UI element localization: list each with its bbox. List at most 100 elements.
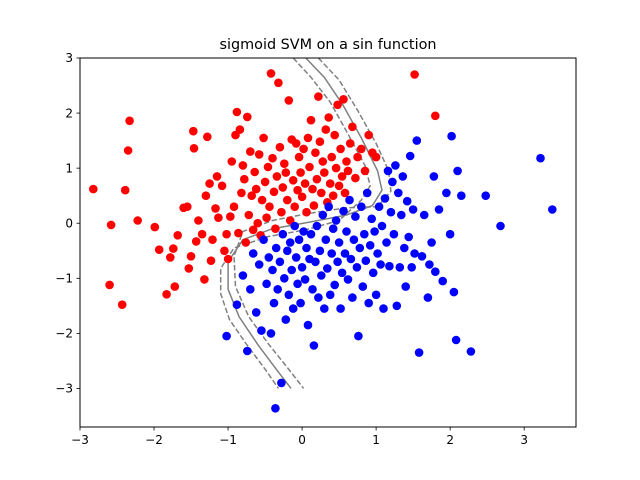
data-point: [257, 326, 266, 335]
data-point: [362, 188, 372, 198]
data-point: [312, 174, 322, 184]
data-point: [404, 232, 414, 242]
data-points: [89, 69, 557, 413]
data-point: [315, 137, 325, 146]
data-point: [244, 210, 254, 220]
data-point: [333, 100, 342, 110]
data-point: [254, 260, 264, 269]
data-point: [309, 341, 319, 350]
data-point: [391, 161, 400, 170]
data-point: [251, 184, 261, 194]
data-point: [300, 179, 310, 188]
x-tick-label: −3: [71, 433, 89, 447]
data-point: [274, 78, 283, 88]
data-point: [364, 298, 374, 308]
data-point: [222, 229, 231, 239]
data-point: [123, 146, 133, 155]
series-0: [89, 69, 440, 310]
x-tick-label: −1: [219, 433, 237, 447]
data-point: [346, 254, 356, 264]
data-point: [89, 184, 98, 194]
data-point: [355, 243, 365, 253]
y-tick-label: −2: [55, 327, 73, 341]
data-point: [343, 166, 353, 176]
data-point: [297, 192, 307, 202]
data-point: [281, 168, 291, 177]
data-point: [254, 150, 264, 159]
data-point: [203, 132, 212, 142]
data-point: [206, 256, 216, 266]
data-point: [371, 152, 381, 162]
data-point: [248, 249, 258, 258]
data-point: [263, 162, 273, 172]
data-point: [402, 196, 412, 206]
data-point: [377, 221, 387, 231]
data-point: [318, 157, 328, 166]
data-point: [327, 152, 337, 162]
data-point: [250, 167, 259, 177]
data-point: [315, 246, 325, 256]
data-point: [241, 238, 251, 247]
data-point: [364, 130, 374, 140]
y-axis: −3 −2 −1 0 1 2 3: [55, 51, 80, 396]
data-point: [268, 265, 277, 275]
decision-boundary: [219, 58, 392, 389]
data-point: [308, 184, 317, 194]
data-point: [235, 125, 245, 134]
data-point: [290, 202, 300, 211]
data-point: [358, 282, 368, 291]
data-point: [302, 243, 311, 253]
data-point: [340, 188, 350, 198]
x-tick-label: 2: [446, 433, 454, 447]
data-point: [334, 181, 344, 191]
data-point: [386, 207, 396, 217]
data-point: [466, 347, 476, 356]
data-point: [238, 161, 248, 170]
data-point: [299, 144, 308, 154]
plot-frame: [79, 57, 577, 428]
data-point: [360, 229, 369, 239]
data-point: [278, 183, 288, 192]
data-point: [277, 378, 286, 388]
data-point: [217, 181, 227, 191]
data-point: [323, 264, 332, 273]
data-point: [405, 151, 415, 161]
data-point: [425, 260, 434, 269]
data-point: [392, 301, 402, 311]
data-point: [325, 290, 335, 300]
data-point: [345, 139, 355, 148]
data-point: [262, 279, 271, 289]
data-point: [120, 185, 130, 195]
data-point: [360, 166, 370, 176]
data-point: [333, 257, 342, 267]
data-point: [278, 229, 288, 239]
data-point: [275, 257, 285, 267]
data-point: [348, 122, 357, 132]
data-point: [246, 285, 255, 294]
data-point: [314, 293, 323, 302]
y-tick-label: 3: [65, 51, 73, 65]
data-point: [303, 133, 313, 143]
data-point: [220, 246, 229, 256]
chart-title: sigmoid SVM on a sin function: [220, 37, 437, 53]
data-point: [275, 142, 285, 152]
data-point: [133, 216, 142, 225]
data-point: [259, 235, 268, 244]
data-point: [449, 287, 459, 297]
data-point: [330, 130, 340, 140]
data-point: [401, 282, 411, 291]
data-point: [223, 254, 233, 264]
data-point: [201, 191, 211, 200]
data-point: [417, 251, 427, 261]
data-point: [451, 335, 461, 345]
data-point: [331, 163, 341, 173]
data-point: [302, 207, 311, 217]
data-point: [385, 261, 394, 271]
data-point: [371, 290, 381, 300]
data-point: [253, 218, 262, 228]
data-point: [212, 172, 222, 181]
data-point: [266, 329, 276, 338]
data-point: [327, 249, 337, 258]
data-point: [269, 187, 279, 197]
